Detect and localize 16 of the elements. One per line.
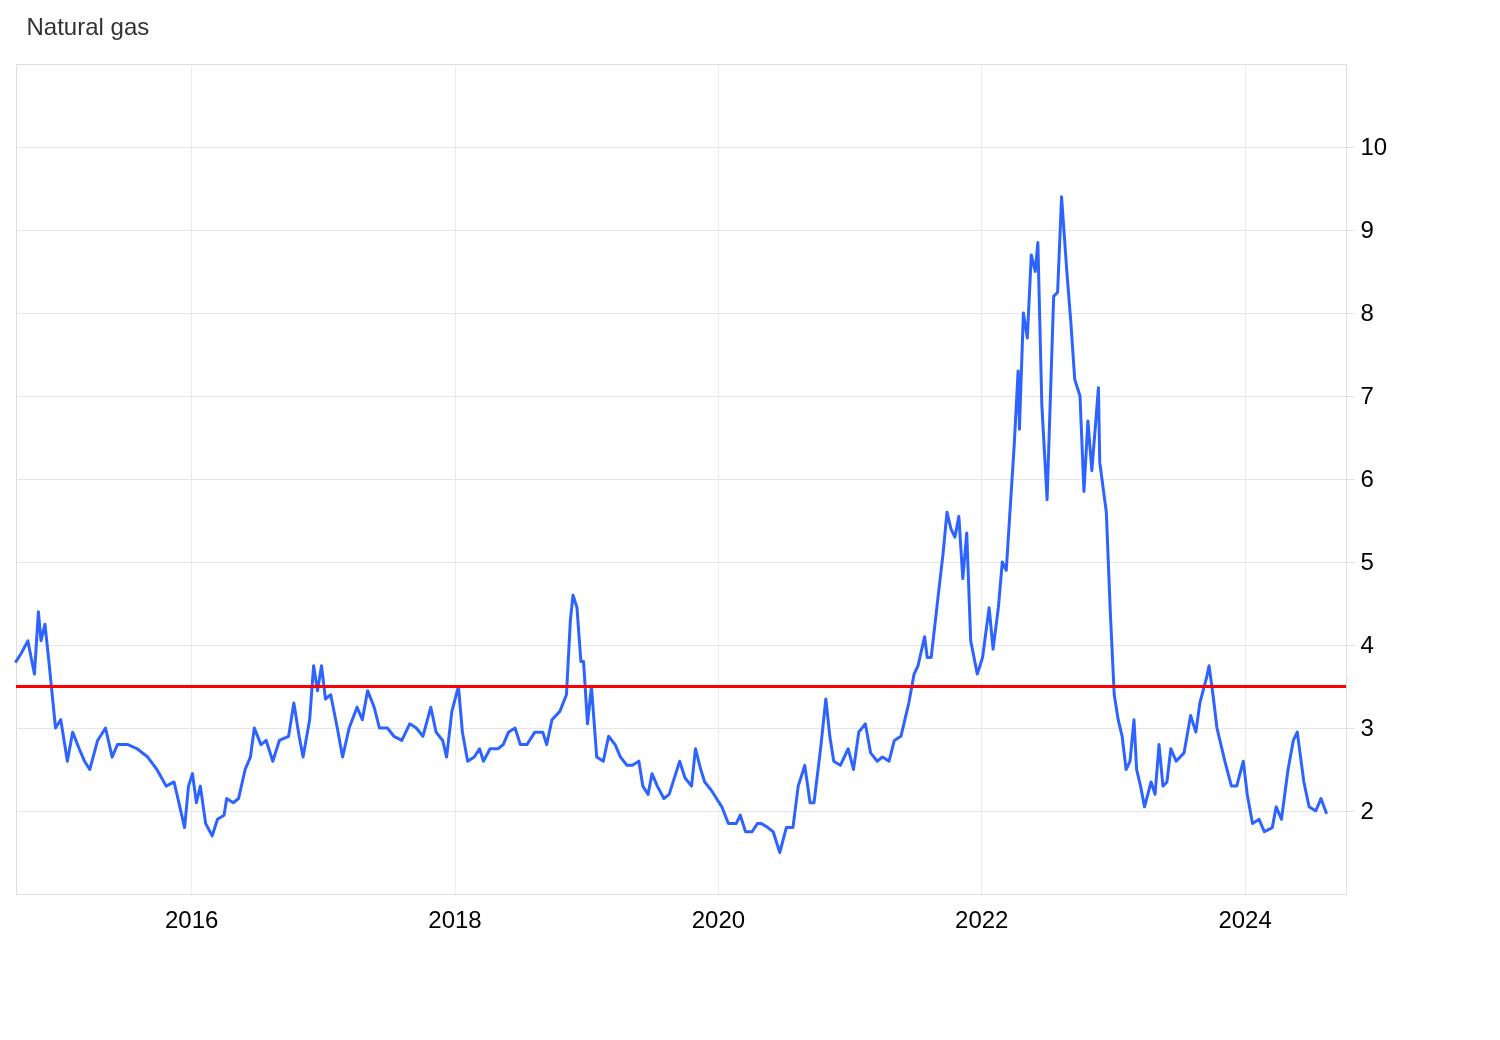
x-tick-label: 2020: [691, 905, 746, 933]
y-tick-label: 3: [1360, 713, 1374, 741]
y-tick-label: 9: [1360, 215, 1374, 243]
y-tick-label: 5: [1360, 547, 1374, 575]
y-tick-label: 2: [1360, 796, 1374, 824]
line-series: [14, 195, 1328, 854]
y-tick-label: 10: [1360, 132, 1388, 160]
x-tick-label: 2018: [428, 905, 482, 933]
y-tick-label: 4: [1360, 630, 1374, 658]
y-tick-label: 8: [1360, 298, 1374, 326]
y-tick-label: 6: [1360, 464, 1374, 492]
x-tick-label: 2022: [955, 905, 1009, 933]
chart-title: Natural gas: [26, 13, 150, 40]
y-tick-label: 7: [1360, 381, 1374, 409]
x-tick-label: 2016: [164, 905, 219, 933]
x-tick-label: 2024: [1218, 905, 1272, 933]
